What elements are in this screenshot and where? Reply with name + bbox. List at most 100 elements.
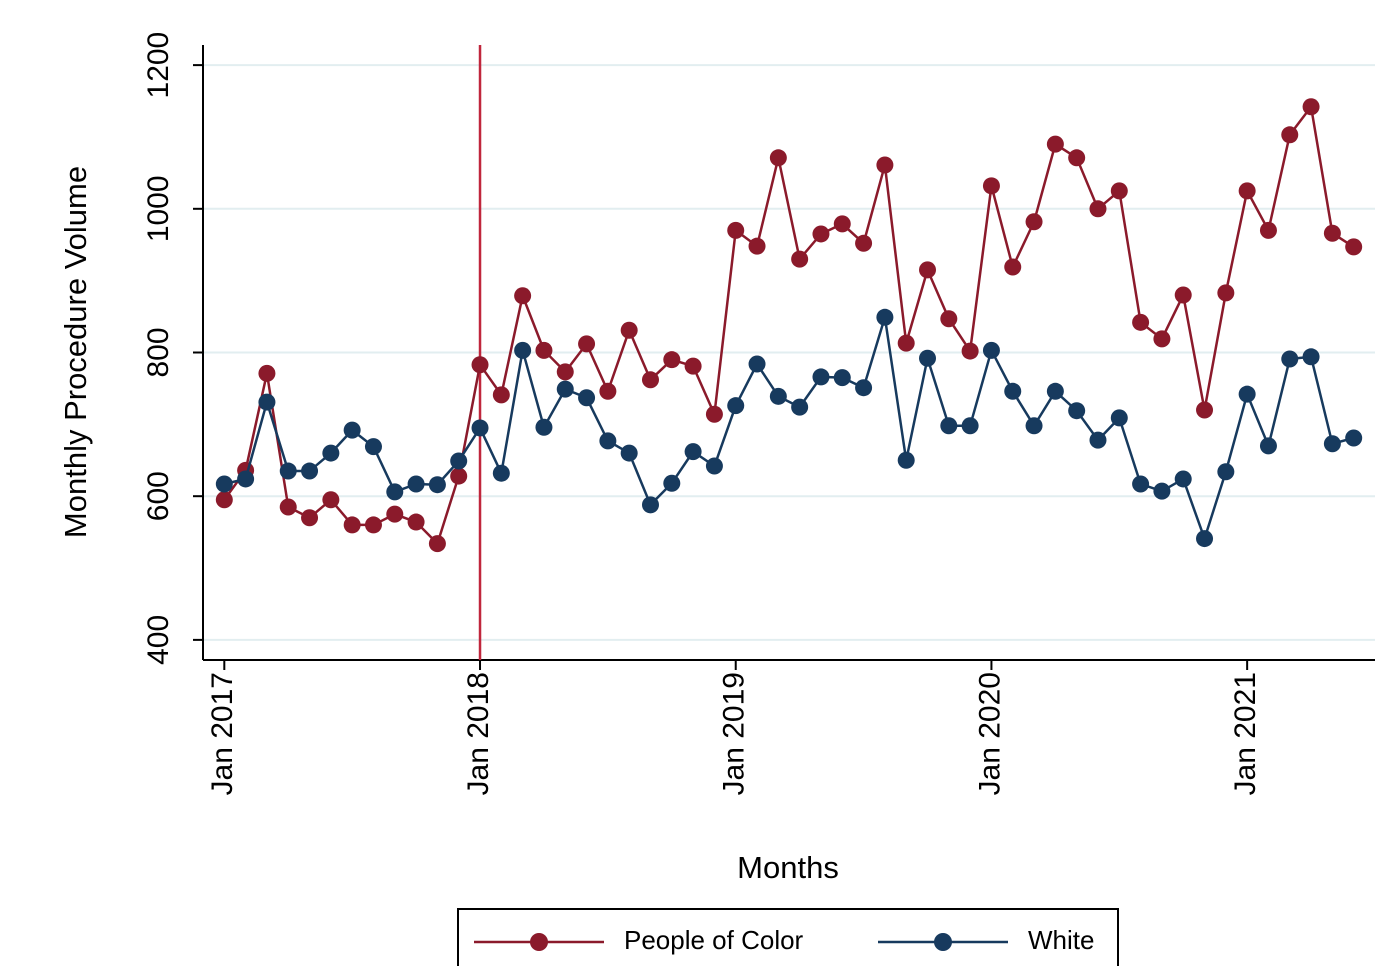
data-point bbox=[1302, 98, 1320, 116]
data-point bbox=[705, 405, 723, 423]
y-tick-label: 400 bbox=[142, 615, 175, 665]
data-point bbox=[1046, 382, 1064, 400]
data-point bbox=[1110, 182, 1128, 200]
data-point bbox=[1004, 258, 1022, 276]
data-point bbox=[258, 364, 276, 382]
data-point bbox=[1153, 482, 1171, 500]
data-point bbox=[556, 363, 574, 381]
data-point bbox=[343, 516, 361, 534]
data-point bbox=[514, 341, 532, 359]
data-point bbox=[791, 398, 809, 416]
data-point bbox=[1046, 135, 1064, 153]
data-point bbox=[535, 341, 553, 359]
x-tick-label: Jan 2021 bbox=[1229, 672, 1262, 795]
data-point bbox=[1110, 409, 1128, 427]
x-tick-label: Jan 2018 bbox=[462, 672, 495, 795]
data-point bbox=[940, 417, 958, 435]
data-point bbox=[1281, 350, 1299, 368]
data-point bbox=[1302, 348, 1320, 366]
data-point bbox=[769, 149, 787, 167]
data-point bbox=[556, 380, 574, 398]
data-point bbox=[492, 386, 510, 404]
data-point bbox=[364, 438, 382, 456]
data-point bbox=[897, 334, 915, 352]
data-point bbox=[450, 467, 468, 485]
data-point bbox=[322, 444, 340, 462]
data-point bbox=[982, 177, 1000, 195]
y-tick-label: 600 bbox=[142, 471, 175, 521]
data-point bbox=[1323, 435, 1341, 453]
data-point bbox=[1089, 200, 1107, 218]
data-point bbox=[684, 357, 702, 375]
data-point bbox=[982, 341, 1000, 359]
data-point bbox=[428, 535, 446, 553]
data-point bbox=[727, 221, 745, 239]
data-point bbox=[599, 432, 617, 450]
data-point bbox=[1004, 382, 1022, 400]
data-point bbox=[1153, 330, 1171, 348]
data-point bbox=[855, 379, 873, 397]
data-point bbox=[322, 491, 340, 509]
data-point bbox=[684, 443, 702, 461]
data-point bbox=[578, 335, 596, 353]
data-point bbox=[663, 474, 681, 492]
data-point bbox=[833, 369, 851, 387]
data-point bbox=[578, 389, 596, 407]
data-point bbox=[428, 476, 446, 494]
data-point bbox=[215, 491, 233, 509]
data-point bbox=[833, 215, 851, 233]
data-point bbox=[1025, 417, 1043, 435]
data-point bbox=[1089, 431, 1107, 449]
data-point bbox=[1217, 463, 1235, 481]
data-point bbox=[407, 513, 425, 531]
x-axis-title: Months bbox=[737, 850, 839, 885]
data-point bbox=[492, 464, 510, 482]
data-point bbox=[1068, 402, 1086, 420]
legend-label: People of Color bbox=[624, 925, 804, 955]
data-point bbox=[1238, 385, 1256, 403]
data-point bbox=[1196, 401, 1214, 419]
data-point bbox=[1345, 238, 1363, 256]
data-point bbox=[1196, 530, 1214, 548]
data-point bbox=[1259, 437, 1277, 455]
data-point bbox=[279, 498, 297, 516]
x-tick-label: Jan 2020 bbox=[973, 672, 1006, 795]
data-point bbox=[769, 387, 787, 405]
data-point bbox=[1025, 213, 1043, 231]
legend-marker bbox=[934, 933, 952, 951]
data-point bbox=[812, 368, 830, 386]
data-point bbox=[386, 505, 404, 523]
data-point bbox=[663, 351, 681, 369]
data-point bbox=[343, 421, 361, 439]
data-point bbox=[876, 308, 894, 326]
data-point bbox=[705, 457, 723, 475]
data-point bbox=[791, 250, 809, 268]
data-point bbox=[364, 516, 382, 534]
data-point bbox=[471, 356, 489, 374]
data-point bbox=[748, 355, 766, 373]
data-point bbox=[1174, 286, 1192, 304]
data-point bbox=[237, 470, 255, 488]
data-point bbox=[450, 452, 468, 470]
data-point bbox=[961, 417, 979, 435]
data-point bbox=[279, 462, 297, 480]
x-tick-label: Jan 2019 bbox=[718, 672, 751, 795]
x-tick-label: Jan 2017 bbox=[206, 672, 239, 795]
data-point bbox=[599, 382, 617, 400]
data-point bbox=[215, 475, 233, 493]
data-point bbox=[620, 321, 638, 339]
data-point bbox=[1323, 224, 1341, 242]
data-point bbox=[301, 462, 319, 480]
y-tick-label: 1000 bbox=[142, 175, 175, 242]
data-point bbox=[1238, 182, 1256, 200]
data-point bbox=[1174, 470, 1192, 488]
legend-box bbox=[457, 908, 1119, 966]
data-point bbox=[940, 310, 958, 328]
data-point bbox=[919, 261, 937, 279]
y-tick-label: 800 bbox=[142, 327, 175, 377]
data-point bbox=[407, 475, 425, 493]
y-tick-label: 1200 bbox=[142, 32, 175, 99]
data-point bbox=[876, 156, 894, 174]
